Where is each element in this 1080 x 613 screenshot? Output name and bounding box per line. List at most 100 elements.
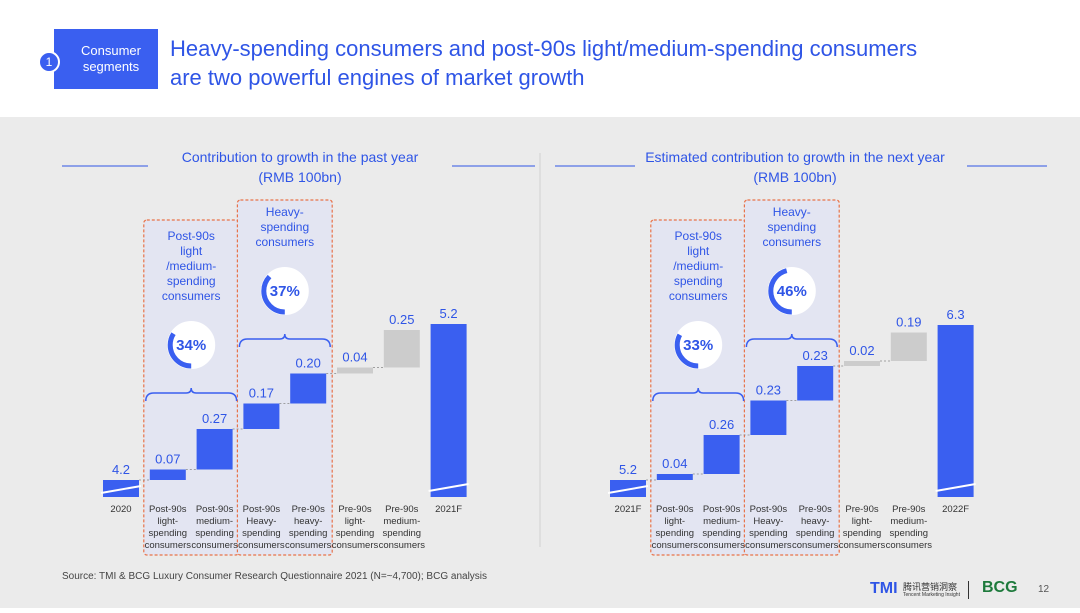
chart1-axis-break-8: [428, 483, 469, 492]
footer-logos: TMI 腾讯营销洞察 Tencent Marketing Insight BCG…: [845, 574, 1075, 604]
chart2-group-label-1-1: Post-90s: [675, 229, 722, 243]
chart2-bar-8: [937, 325, 974, 497]
segment-tag: Consumer segments: [54, 29, 158, 89]
chart2-group-brace-2: [745, 333, 838, 348]
chart2-bar-2: [656, 474, 693, 480]
chart2-value-label-7: 0.19: [896, 315, 921, 330]
chart1-group-label-2-2: spending: [260, 220, 309, 234]
chart1-group-label-1-1: Post-90s: [168, 229, 215, 243]
chart2-category-label-7-4: consumers: [886, 540, 933, 551]
page-title-line2: are two powerful engines of market growt…: [170, 65, 585, 90]
chart1-category-label-4-1: Post-90s: [243, 504, 281, 515]
chart2-value-label-2: 0.04: [662, 456, 687, 471]
chart2-category-label-6-3: spending: [843, 528, 882, 539]
chart1-donut-arc-1: [167, 321, 215, 369]
charts-svg: Contribution to growth in the past year (…: [62, 149, 1047, 556]
source-note: Source: TMI & BCG Luxury Consumer Resear…: [62, 571, 488, 582]
chart2-category-label-2-4: consumers: [652, 540, 699, 551]
chart2-category-label-4-2: Heavy-: [753, 516, 783, 527]
bcg-logo: BCG: [982, 579, 1018, 596]
chart2-category-label-2-2: light-: [665, 516, 686, 527]
chart1-category-label-4-2: Heavy-: [246, 516, 276, 527]
chart2-category-label-7-3: spending: [890, 528, 929, 539]
logo-divider: [968, 581, 969, 599]
chart1-group-label-1-4: spending: [167, 274, 216, 288]
chart1-category-label-3-2: medium-: [196, 516, 233, 527]
chart1-group-label-2-1: Heavy-: [266, 205, 304, 219]
chart2-group-label-1-2: light: [687, 244, 710, 258]
tmi-sub-line2: Tencent Marketing Insight: [903, 592, 960, 598]
chart2-value-label-8: 6.3: [947, 307, 965, 322]
chart1-category-label-2-4: consumers: [145, 540, 192, 551]
chart1-group-label-1-2: light: [180, 244, 203, 258]
chart2-donut-share-2: 46%: [777, 283, 807, 300]
chart1-category-label-6-1: Pre-90s: [338, 504, 372, 515]
chart2-bar-7: [890, 332, 927, 361]
chart2-value-label-1: 5.2: [619, 462, 637, 477]
chart2-group-label-2-3: consumers: [762, 235, 821, 249]
chart2-value-label-6: 0.02: [849, 343, 874, 358]
chart1-group-label-2-3: consumers: [255, 235, 314, 249]
chart2-value-label-5: 0.23: [803, 348, 828, 363]
chart1-title-line2: (RMB 100bn): [258, 169, 341, 185]
chart2-axis-break-8: [935, 483, 976, 492]
chart2-category-label-7-1: Pre-90s: [892, 504, 926, 515]
chart1-donut-arc-2: [261, 267, 309, 315]
chart1-donut-share-1: 34%: [176, 337, 206, 354]
segment-label: Consumer segments: [68, 43, 154, 75]
chart1-category-label-2-1: Post-90s: [149, 504, 187, 515]
page-title-line1: Heavy-spending consumers and post-90s li…: [170, 36, 918, 61]
chart1-category-label-7-4: consumers: [379, 540, 426, 551]
page-title: Heavy-spending consumers and post-90s li…: [170, 34, 1050, 92]
chart2-category-label-5-4: consumers: [792, 540, 839, 551]
page-number: 12: [1038, 584, 1050, 595]
chart2-category-label-3-2: medium-: [703, 516, 740, 527]
chart2-category-label-2-1: Post-90s: [656, 504, 694, 515]
chart2-donut-arc-2: [768, 267, 816, 315]
chart1-category-label-6-4: consumers: [332, 540, 379, 551]
chart1-bar-3: [196, 429, 233, 470]
chart2-value-label-4: 0.23: [756, 383, 781, 398]
chart1-bar-4: [243, 403, 280, 429]
chart2-group-label-2-2: spending: [767, 220, 816, 234]
chart1-category-label-2-2: light-: [158, 516, 179, 527]
chart1-value-label-8: 5.2: [440, 306, 458, 321]
chart1-category-label-1-1: 2020: [110, 504, 131, 515]
chart1-value-label-7: 0.25: [389, 312, 414, 327]
chart1-value-label-3: 0.27: [202, 411, 227, 426]
chart1-category-label-7-3: spending: [383, 528, 422, 539]
chart2-group-label-1-5: consumers: [669, 289, 728, 303]
chart2-category-label-4-1: Post-90s: [750, 504, 788, 515]
chart2-donut-share-1: 33%: [683, 337, 713, 354]
chart1-category-label-4-3: spending: [242, 528, 281, 539]
chart1-bar-5: [290, 373, 327, 404]
segment-number: 1: [38, 51, 60, 73]
chart2-category-label-3-4: consumers: [698, 540, 745, 551]
chart1-value-label-4: 0.17: [249, 386, 274, 401]
chart2-category-label-4-3: spending: [749, 528, 788, 539]
chart1-category-label-7-1: Pre-90s: [385, 504, 419, 515]
chart1-value-label-2: 0.07: [155, 452, 180, 467]
chart2-group-label-1-3: /medium-: [673, 259, 723, 273]
chart2-category-label-2-3: spending: [656, 528, 695, 539]
chart1-category-label-6-3: spending: [336, 528, 375, 539]
chart2-donut-arc-1: [674, 321, 722, 369]
chart1-value-label-1: 4.2: [112, 462, 130, 477]
chart2-group-brace-1: [652, 387, 745, 402]
chart1-category-label-5-1: Pre-90s: [292, 504, 326, 515]
chart2-category-label-6-1: Pre-90s: [845, 504, 879, 515]
chart-area: Contribution to growth in the past year (…: [0, 117, 1080, 608]
chart1-group-label-1-5: consumers: [162, 289, 221, 303]
chart1-group-brace-2: [238, 333, 331, 348]
chart2-bar-3: [703, 435, 740, 474]
chart1-category-label-3-1: Post-90s: [196, 504, 234, 515]
segment-label-line2: segments: [82, 59, 140, 74]
chart2-title-line1: Estimated contribution to growth in the …: [645, 149, 945, 165]
chart1-category-label-7-2: medium-: [383, 516, 420, 527]
chart1-category-label-2-3: spending: [149, 528, 188, 539]
chart2-category-label-6-4: consumers: [839, 540, 886, 551]
chart1-category-label-3-3: spending: [195, 528, 234, 539]
chart2-axis-break-1: [607, 485, 649, 494]
chart1-category-label-4-4: consumers: [238, 540, 285, 551]
chart1-category-label-8-1: 2021F: [435, 504, 462, 515]
